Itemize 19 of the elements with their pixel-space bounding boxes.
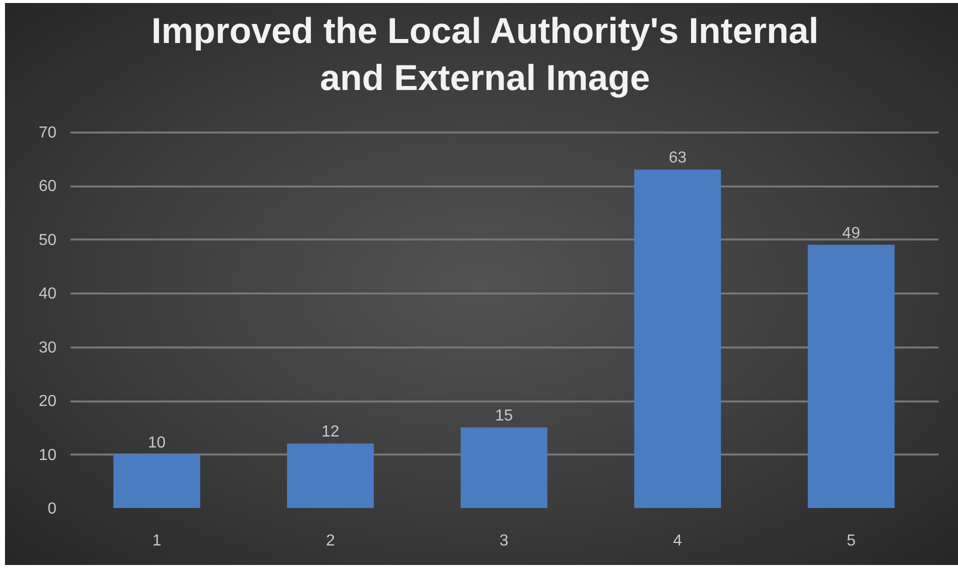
y-tick-label: 20: [38, 393, 57, 410]
y-tick-label: 60: [38, 178, 57, 196]
data-label: 49: [842, 224, 860, 242]
y-tick-label: 40: [38, 286, 57, 303]
data-label: 63: [668, 150, 687, 167]
data-label: 10: [148, 434, 166, 452]
data-label: 15: [495, 407, 513, 424]
x-tick-label: 2: [326, 532, 335, 550]
data-label: 12: [322, 424, 340, 441]
y-tick-label: 0: [48, 500, 57, 518]
y-tick-label: 30: [38, 339, 57, 356]
y-tick-label: 50: [38, 232, 57, 249]
x-tick-label: 3: [500, 532, 509, 550]
y-tick-label: 10: [38, 446, 57, 464]
x-tick-label: 4: [673, 532, 682, 550]
y-tick-label: 70: [38, 124, 57, 142]
chart-title: Improved the Local Authority's Internal and External Image: [151, 10, 819, 98]
x-tick-label: 5: [846, 532, 856, 550]
x-tick-label: 1: [152, 532, 162, 550]
